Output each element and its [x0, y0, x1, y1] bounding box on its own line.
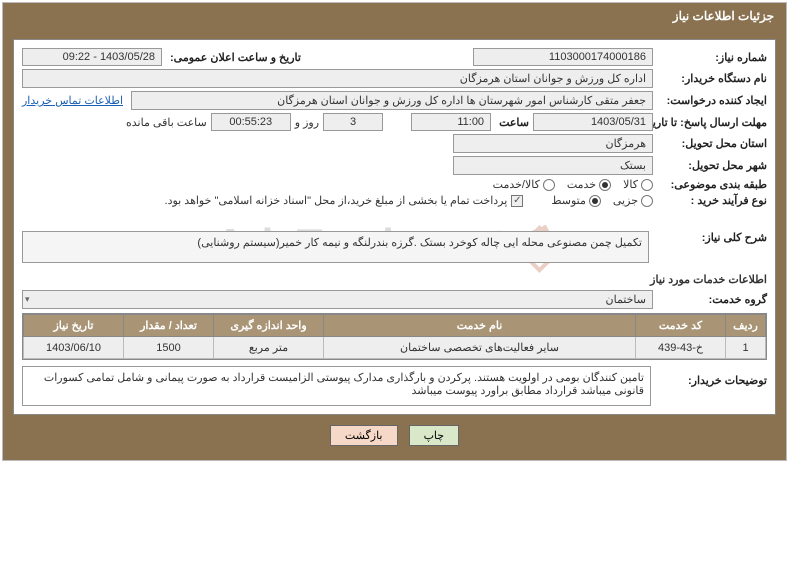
buyer-notes-text: تامین کنندگان بومی در اولویت هستند. پرکر… — [44, 372, 644, 397]
cell-date: 1403/06/10 — [24, 337, 124, 359]
radio-minor[interactable]: جزیی — [613, 194, 653, 207]
radio-goods-service-label: کالا/خدمت — [493, 178, 540, 191]
radio-medium[interactable]: متوسط — [551, 194, 601, 207]
radio-goods-service[interactable]: کالا/خدمت — [493, 178, 555, 191]
purchase-type-label: نوع فرآیند خرید : — [657, 194, 767, 207]
countdown: 00:55:23 — [211, 113, 291, 131]
cell-qty: 1500 — [124, 337, 214, 359]
radio-service-label: خدمت — [567, 178, 596, 191]
requester-value: جعفر متقی کارشناس امور شهرستان ها اداره … — [131, 91, 653, 110]
announce-value: 1403/05/28 - 09:22 — [22, 48, 162, 66]
th-unit: واحد اندازه گیری — [214, 315, 324, 337]
chevron-down-icon: ▾ — [25, 294, 30, 305]
radio-minor-label: جزیی — [613, 194, 638, 207]
buyer-org-value: اداره کل ورزش و جوانان استان هرمزگان — [22, 69, 653, 88]
radio-icon — [599, 179, 611, 191]
remaining-suffix: ساعت باقی مانده — [126, 116, 207, 129]
content-frame: AriaTender.net شماره نیاز: 1103000174000… — [3, 29, 786, 460]
service-group-select[interactable]: ساختمان ▾ — [22, 290, 653, 309]
requester-label: ایجاد کننده درخواست: — [657, 94, 767, 107]
deadline-time: 11:00 — [411, 113, 491, 131]
days-suffix: روز و — [295, 116, 319, 129]
city-label: شهر محل تحویل: — [657, 159, 767, 172]
deadline-label: مهلت ارسال پاسخ: تا تاریخ: — [657, 116, 767, 129]
cell-code: خ-43-439 — [636, 337, 726, 359]
print-button[interactable]: چاپ — [409, 425, 460, 446]
radio-icon — [641, 195, 653, 207]
radio-icon — [641, 179, 653, 191]
need-number-value: 1103000174000186 — [473, 48, 653, 66]
time-label: ساعت — [495, 116, 529, 129]
radio-icon — [543, 179, 555, 191]
service-group-value: ساختمان — [606, 294, 646, 306]
panel-title: جزئیات اطلاعات نیاز — [673, 9, 774, 23]
cell-row: 1 — [726, 337, 766, 359]
service-group-label: گروه خدمت: — [657, 293, 767, 306]
radio-goods-label: کالا — [623, 178, 638, 191]
cell-unit: متر مربع — [214, 337, 324, 359]
need-desc-label: شرح کلی نیاز: — [657, 231, 767, 244]
need-desc-box: تکمیل چمن مصنوعی محله ایی چاله کوخرد بست… — [22, 231, 649, 263]
cell-name: سایر فعالیت‌های تخصصی ساختمان — [324, 337, 636, 359]
th-row: ردیف — [726, 315, 766, 337]
services-table: ردیف کد خدمت نام خدمت واحد اندازه گیری ت… — [22, 313, 767, 360]
category-label: طبقه بندی موضوعی: — [657, 178, 767, 191]
need-desc-text: تکمیل چمن مصنوعی محله ایی چاله کوخرد بست… — [197, 237, 642, 249]
deadline-date: 1403/05/31 — [533, 113, 653, 131]
days-count: 3 — [323, 113, 383, 131]
need-number-label: شماره نیاز: — [657, 51, 767, 64]
th-name: نام خدمت — [324, 315, 636, 337]
back-button[interactable]: بازگشت — [330, 425, 398, 446]
buyer-notes-label: توضیحات خریدار: — [657, 366, 767, 387]
city-value: بستک — [453, 156, 653, 175]
table-row: 1 خ-43-439 سایر فعالیت‌های تخصصی ساختمان… — [24, 337, 766, 359]
radio-service[interactable]: خدمت — [567, 178, 611, 191]
main-frame: جزئیات اطلاعات نیاز AriaTender.net شماره… — [2, 2, 787, 461]
payment-note: پرداخت تمام یا بخشی از مبلغ خرید،از محل … — [165, 194, 508, 207]
inner-panel: AriaTender.net شماره نیاز: 1103000174000… — [13, 39, 776, 415]
announce-label: تاریخ و ساعت اعلان عمومی: — [166, 51, 301, 64]
th-date: تاریخ نیاز — [24, 315, 124, 337]
buyer-notes-box: تامین کنندگان بومی در اولویت هستند. پرکر… — [22, 366, 651, 406]
contact-buyer-link[interactable]: اطلاعات تماس خریدار — [22, 94, 127, 107]
services-info-title: اطلاعات خدمات مورد نیاز — [22, 273, 767, 286]
th-code: کد خدمت — [636, 315, 726, 337]
radio-icon — [589, 195, 601, 207]
payment-checkbox[interactable] — [511, 195, 523, 207]
buyer-org-label: نام دستگاه خریدار: — [657, 72, 767, 85]
province-value: هرمزگان — [453, 134, 653, 153]
radio-goods[interactable]: کالا — [623, 178, 653, 191]
button-row: چاپ بازگشت — [13, 415, 776, 450]
th-qty: تعداد / مقدار — [124, 315, 214, 337]
province-label: استان محل تحویل: — [657, 137, 767, 150]
panel-header: جزئیات اطلاعات نیاز — [3, 3, 786, 29]
radio-medium-label: متوسط — [551, 194, 586, 207]
